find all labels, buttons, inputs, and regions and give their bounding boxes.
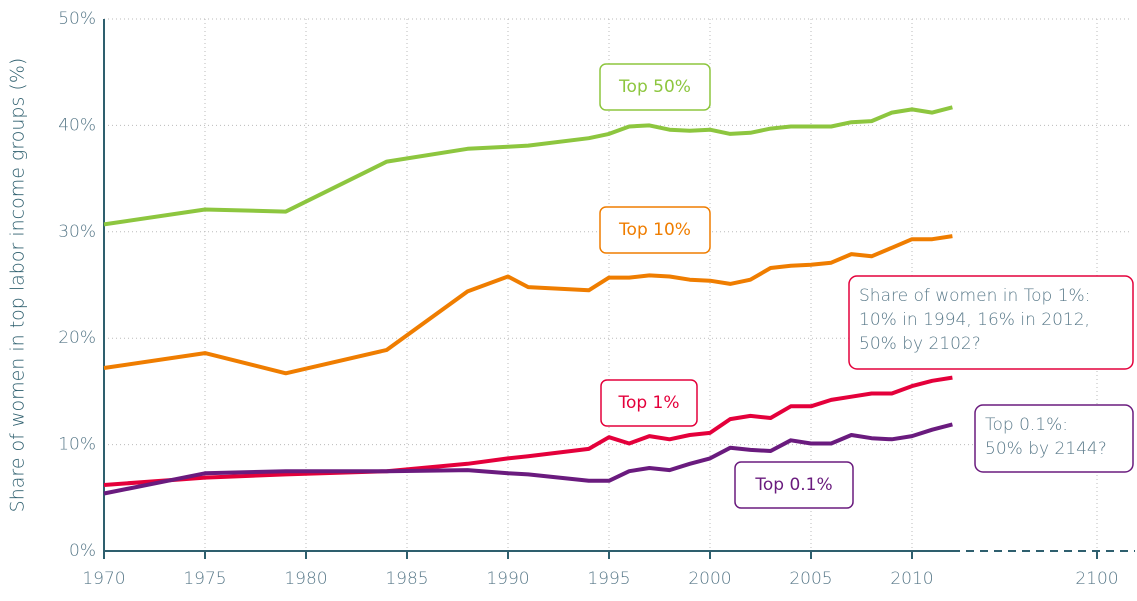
y-tick-label: 10% [58,435,96,455]
series-line [103,422,953,496]
annotation-text: 50% by 2102? [859,334,981,354]
x-tick-label: 1975 [183,569,226,589]
series-label: Top 50% [618,77,691,97]
x-tick-label: 1985 [385,569,428,589]
series-label-box [599,63,711,111]
annotation-text: 50% by 2144? [985,439,1107,459]
series-label-box [599,206,711,254]
series-line [103,105,953,227]
series-line [103,375,953,487]
annotation-box [974,404,1134,473]
series-line [103,234,953,376]
annotation-box [848,275,1134,370]
x-tick-label: 2100 [1075,569,1118,589]
annotation-text: 10% in 1994, 16% in 2012, [859,310,1090,330]
x-tick-label: 2010 [890,569,933,589]
series-label-box [734,461,854,509]
y-tick-label: 40% [58,115,96,135]
x-tick-label: 1970 [82,569,125,589]
y-axis-label: Share of women in top labor income group… [7,58,29,513]
y-tick-label: 0% [69,541,96,561]
x-tick-label: 1995 [587,569,630,589]
x-tick-label: 2005 [789,569,832,589]
x-tick-label: 1980 [284,569,327,589]
series-label: Top 1% [617,393,679,413]
y-tick-label: 20% [58,328,96,348]
y-tick-label: 30% [58,222,96,242]
x-tick-label: 2000 [688,569,731,589]
annotation-text: Share of women in Top 1%: [859,286,1090,306]
x-tick-label: 1990 [486,569,529,589]
annotation-text: Top 0.1%: [985,415,1068,435]
series-label-box [600,379,698,427]
series-label: Top 10% [618,220,691,240]
series-label: Top 0.1% [754,475,832,495]
y-tick-label: 50% [58,9,96,29]
